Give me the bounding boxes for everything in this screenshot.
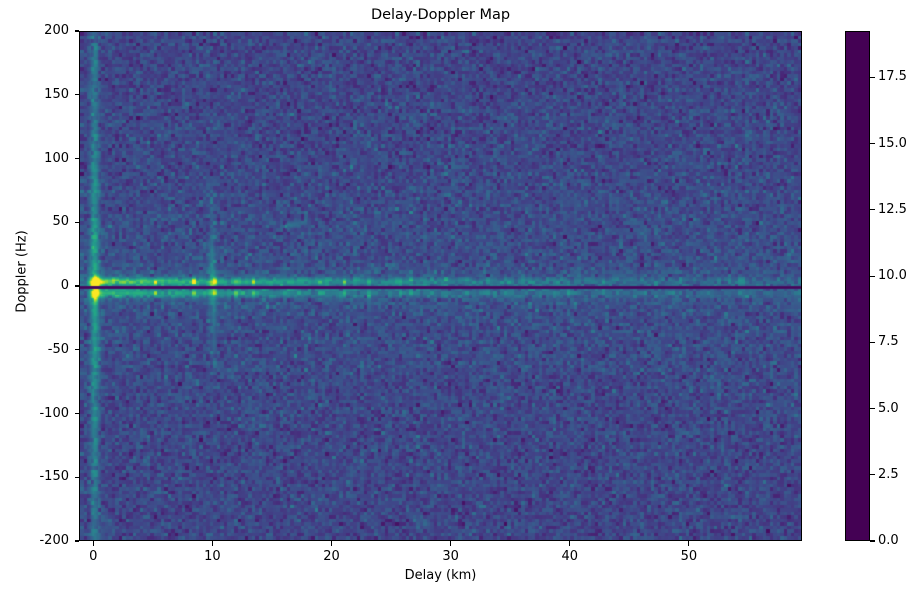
x-tick-label: 50 [680,549,698,564]
colorbar-tick-mark [870,407,875,410]
y-tick-label: -50 [47,341,69,357]
colorbar-tick-mark [870,143,875,145]
y-axis-label: Doppler (Hz) [14,230,30,313]
colorbar-tick-label: 7.5 [878,334,899,350]
colorbar-tick-label: 10.0 [878,268,907,284]
colorbar-tick-mark [870,76,875,78]
colorbar[interactable] [845,31,870,541]
colorbar-tick-label: 12.5 [878,201,907,217]
delay-doppler-heatmap [80,32,801,540]
colorbar-tick-mark [870,209,875,211]
x-tick-mark [688,541,690,546]
colorbar-tick-mark [870,540,875,542]
y-tick-mark [74,349,79,351]
x-tick-mark [211,541,213,546]
x-tick-mark [450,541,452,546]
y-tick-mark [74,540,79,542]
colorbar-tick-label: 2.5 [878,466,899,482]
y-tick-mark [74,221,79,223]
heatmap-plot-area[interactable] [79,31,802,541]
y-tick-label: 200 [44,23,69,38]
y-tick-mark [74,285,79,287]
y-tick-mark [74,94,79,96]
colorbar-tick-label: 15.0 [878,135,907,151]
page-title: Delay-Doppler Map [370,7,511,23]
y-tick-label: -150 [39,469,69,485]
colorbar-tick-label: 17.5 [878,69,907,85]
y-tick-label: 100 [44,150,69,166]
x-tick-label: 20 [323,549,340,564]
colorbar-tick-mark [870,474,875,476]
colorbar-gradient [846,32,869,540]
y-tick-label: -200 [39,533,69,548]
y-tick-label: 0 [60,278,69,293]
y-tick-mark [74,476,79,478]
x-tick-mark [330,541,333,546]
x-tick-mark [92,541,94,546]
y-tick-mark [74,412,79,415]
x-tick-mark [569,541,571,546]
x-tick-label: 30 [442,549,459,564]
colorbar-tick-label: 0.0 [878,533,899,548]
x-axis-label: Delay (km) [404,568,477,583]
x-tick-label: 40 [561,549,578,564]
x-tick-label: 0 [89,549,98,564]
y-tick-mark [74,30,79,32]
y-tick-mark [74,157,79,160]
colorbar-tick-label: 5.0 [878,400,899,416]
y-tick-label: -100 [39,405,69,421]
colorbar-tick-mark [870,341,875,343]
y-tick-label: 50 [52,214,69,230]
colorbar-tick-mark [870,275,875,277]
x-tick-label: 10 [204,549,221,564]
y-tick-label: 150 [44,86,69,102]
